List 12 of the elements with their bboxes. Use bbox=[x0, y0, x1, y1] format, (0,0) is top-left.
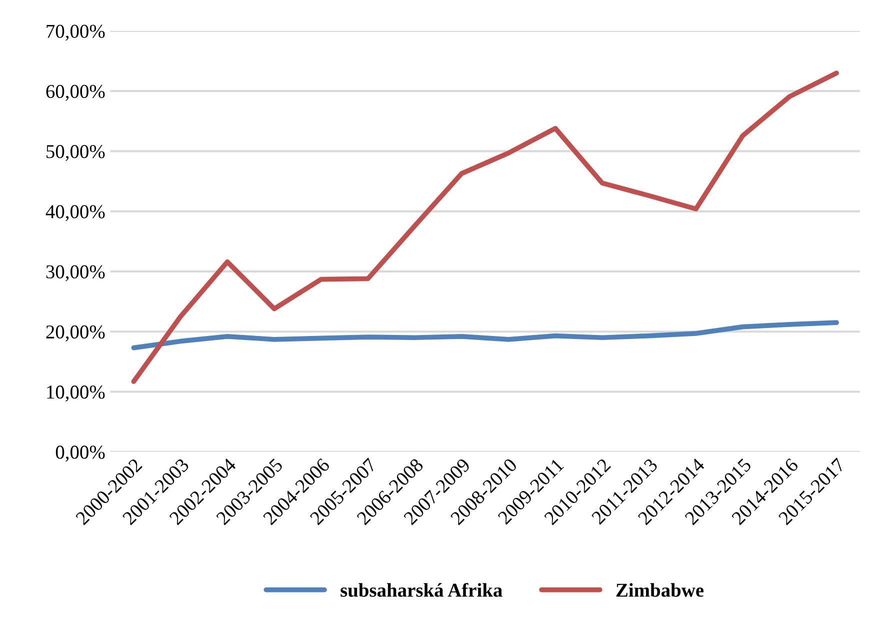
legend-label: Zimbabwe bbox=[616, 583, 704, 597]
line-series bbox=[131, 320, 839, 350]
y-tick-label: 10,00% bbox=[47, 386, 105, 402]
y-tick-label: 40,00% bbox=[46, 205, 105, 222]
y-tick-label: 30,00% bbox=[46, 265, 105, 282]
y-tick-label: 50,00% bbox=[46, 145, 105, 161]
y-tick-label: 20,00% bbox=[46, 325, 105, 342]
y-tick-label: 0,00% bbox=[56, 446, 105, 462]
y-tick-label: 70,00% bbox=[46, 24, 105, 41]
y-tick-label: 60,00% bbox=[46, 84, 105, 101]
line-series bbox=[131, 70, 839, 384]
legend-label: subsaharská Afrika bbox=[340, 582, 502, 597]
